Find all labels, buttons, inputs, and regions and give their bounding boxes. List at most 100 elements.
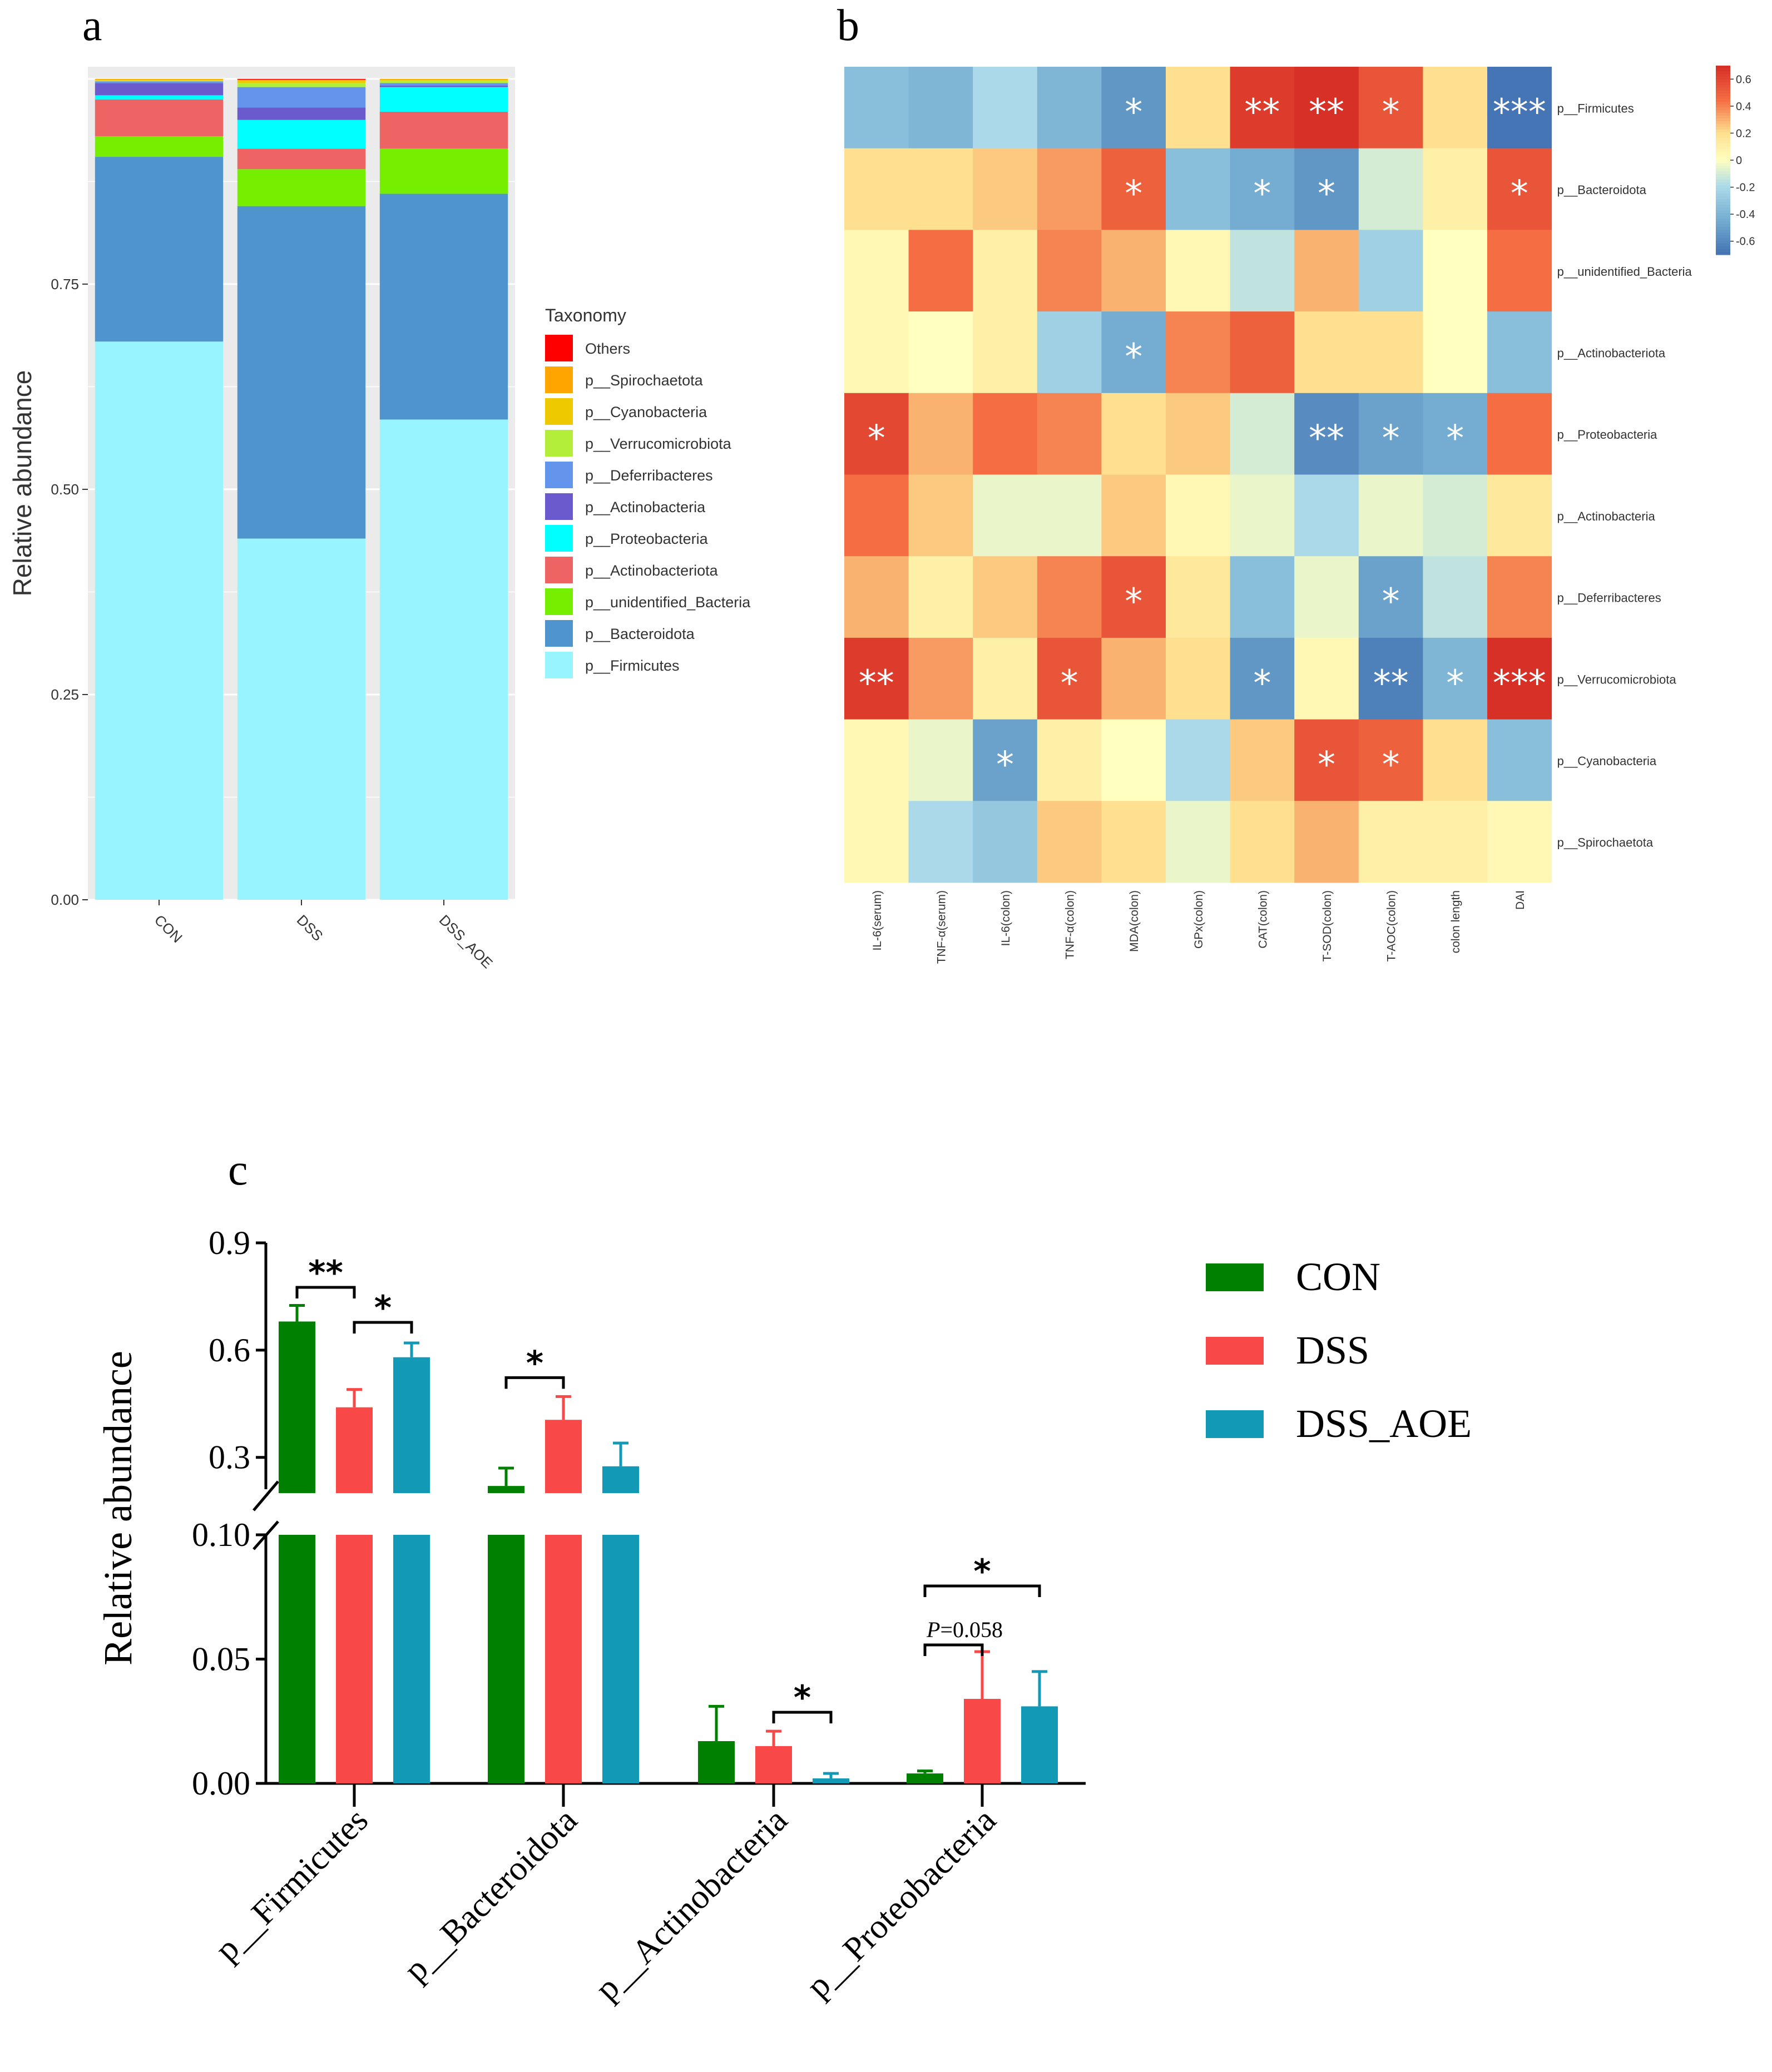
significance-star: ** <box>1309 418 1344 459</box>
heatmap-cell <box>1037 637 1102 720</box>
significance-star: * <box>1446 663 1464 704</box>
heatmap-cell <box>973 719 1038 801</box>
heatmap-cell <box>1101 311 1166 394</box>
y-tick-label: 0.00 <box>51 891 79 908</box>
colorbar-segment <box>1716 246 1730 250</box>
heatmap-cell <box>1487 556 1552 638</box>
heatmap-row-label: p__Firmicutes <box>1557 101 1634 115</box>
y-tick-label-upper: 0.6 <box>209 1332 250 1369</box>
heatmap-cell <box>1358 148 1423 230</box>
bar-segment <box>379 148 508 194</box>
x-tick-label: p__Proteobacteria <box>799 1801 1003 2005</box>
heatmap-cell <box>1294 67 1359 149</box>
colorbar-segment <box>1716 143 1730 147</box>
bar <box>488 1535 524 1783</box>
significance-label-value: =0.058 <box>940 1617 1003 1642</box>
significance-star: ** <box>1373 663 1409 704</box>
legend-label: p__Spirochaetota <box>585 372 704 389</box>
colorbar-segment <box>1716 118 1730 122</box>
colorbar-segment <box>1716 132 1730 136</box>
significance-star: ** <box>1309 92 1344 133</box>
colorbar-segment <box>1716 152 1730 155</box>
heatmap-cell <box>1487 719 1552 801</box>
colorbar-segment <box>1716 71 1730 75</box>
bar-segment <box>379 80 508 83</box>
colorbar-segment <box>1716 66 1730 69</box>
bar-segment <box>237 80 366 83</box>
heatmap-column-label: DAI <box>1514 890 1527 910</box>
heatmap-cell <box>1423 148 1488 230</box>
colorbar-segment <box>1716 116 1730 119</box>
legend-label: DSS_AOE <box>1296 1401 1472 1446</box>
heatmap-cell <box>908 801 973 883</box>
colorbar-segment <box>1716 244 1730 247</box>
significance-label-prefix: P <box>926 1617 940 1642</box>
colorbar-segment <box>1716 177 1730 180</box>
legend-swatch <box>545 398 573 425</box>
heatmap-cell <box>973 230 1038 312</box>
heatmap-cell <box>1358 801 1423 883</box>
heatmap-cell <box>908 474 973 557</box>
legend-label: p__Actinobacteria <box>585 499 706 515</box>
heatmap-cell <box>1487 393 1552 475</box>
heatmap-cell <box>1166 801 1231 883</box>
colorbar-segment <box>1716 99 1730 102</box>
heatmap-cell <box>1166 148 1231 230</box>
heatmap-column-label: T-SOD(colon) <box>1321 890 1334 961</box>
heatmap-cell <box>908 393 973 475</box>
heatmap-cell <box>1037 719 1102 801</box>
heatmap-cell <box>973 637 1038 720</box>
heatmap-row-label: p__Proteobacteria <box>1557 428 1658 442</box>
colorbar-segment <box>1716 219 1730 222</box>
heatmap-cell <box>1037 393 1102 475</box>
colorbar-segment <box>1716 182 1730 186</box>
colorbar-segment <box>1716 232 1730 236</box>
significance-star: *** <box>1493 92 1546 133</box>
colorbar-segment <box>1716 168 1730 172</box>
heatmap-cell <box>1423 230 1488 312</box>
heatmap-cell <box>1166 719 1231 801</box>
heatmap-cell <box>1230 719 1295 801</box>
heatmap-cell <box>844 556 909 638</box>
legend-swatch <box>545 335 573 361</box>
legend-swatch <box>545 430 573 457</box>
legend-label: p__Verrucomicrobiota <box>585 435 732 452</box>
heatmap-column-label: T-AOC(colon) <box>1385 890 1398 961</box>
colorbar-segment <box>1716 163 1730 166</box>
heatmap-cell <box>973 67 1038 149</box>
significance-star: * <box>1125 174 1142 215</box>
panel-label-c: c <box>228 1146 248 1194</box>
x-tick-label: CON <box>151 911 186 946</box>
significance-star: * <box>1511 174 1528 215</box>
bar-segment <box>95 78 224 80</box>
colorbar-segment <box>1716 224 1730 227</box>
colorbar-segment <box>1716 82 1730 86</box>
colorbar-segment <box>1716 191 1730 194</box>
legend-swatch <box>545 462 573 488</box>
significance-bracket <box>353 1321 413 1334</box>
bar-segment <box>95 95 224 100</box>
heatmap-cell <box>1294 148 1359 230</box>
heatmap-cell <box>1423 801 1488 883</box>
heatmap-cell <box>1230 801 1295 883</box>
colorbar-segment <box>1716 127 1730 130</box>
heatmap-cell <box>1166 556 1231 638</box>
heatmap-cell <box>1487 148 1552 230</box>
legend-swatch <box>545 620 573 647</box>
heatmap-cell <box>1166 230 1231 312</box>
heatmap-cell <box>973 556 1038 638</box>
legend-label: CON <box>1296 1255 1380 1299</box>
heatmap-cell <box>1101 801 1166 883</box>
bar-segment <box>379 111 508 149</box>
heatmap-cell <box>1166 393 1231 475</box>
colorbar-segment <box>1716 196 1730 200</box>
y-tick-label: 0.75 <box>51 276 79 293</box>
legend-label: p__Actinobacteriota <box>585 562 719 579</box>
heatmap-cell <box>844 148 909 230</box>
legend-label: Others <box>585 340 630 357</box>
heatmap-cell <box>1037 801 1102 883</box>
legend-label: p__Bacteroidota <box>585 626 695 642</box>
bar <box>602 1466 639 1493</box>
heatmap-cell <box>1358 474 1423 557</box>
colorbar-segment <box>1716 113 1730 116</box>
